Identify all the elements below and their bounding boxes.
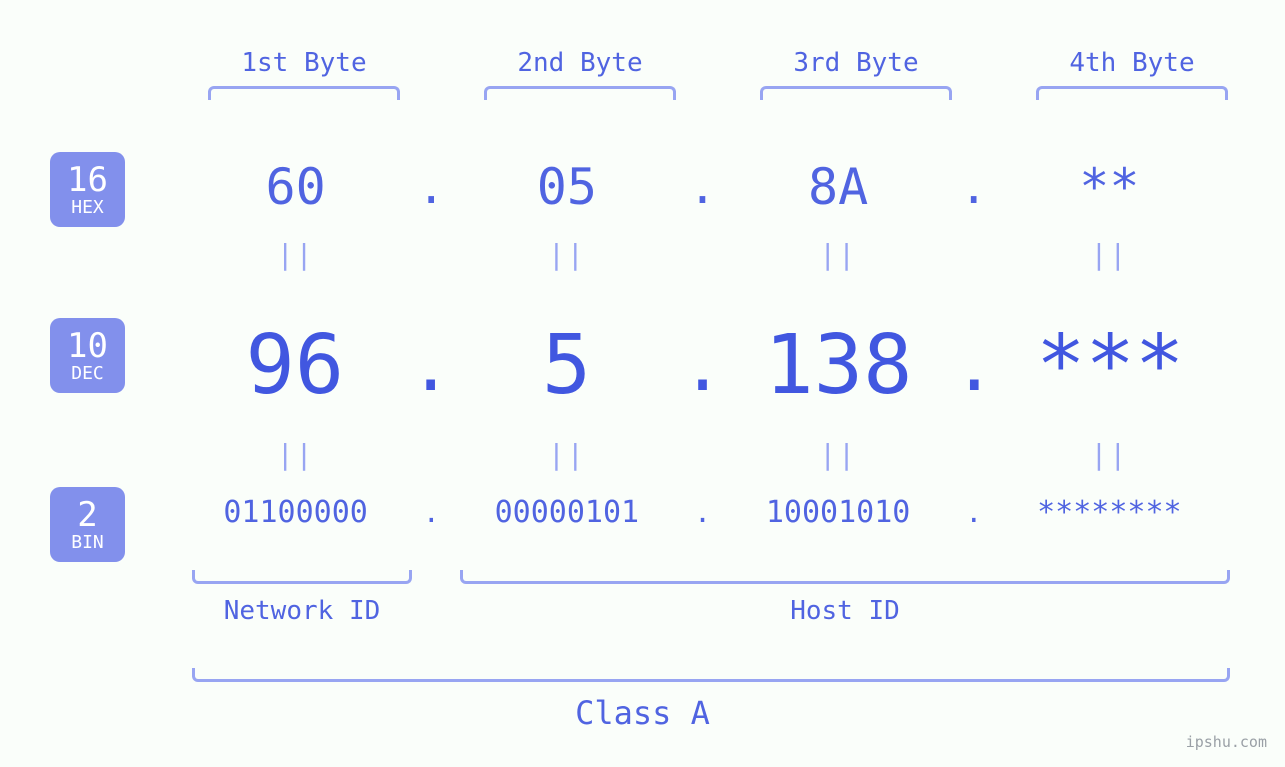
top-bracket-2 <box>484 86 676 100</box>
byte-header-4: 4th Byte <box>1032 48 1232 78</box>
top-bracket-3 <box>760 86 952 100</box>
bin-byte-3: 10001010 <box>723 495 954 530</box>
bin-byte-4: ******** <box>994 495 1225 530</box>
dec-byte-3: 138 <box>724 318 954 413</box>
bin-badge-sub: BIN <box>71 534 104 552</box>
equals-icon: || <box>994 238 1225 271</box>
equals-row-1: || || || || <box>180 238 1225 271</box>
hex-byte-4: ** <box>994 158 1225 216</box>
watermark: ipshu.com <box>1186 733 1267 751</box>
hex-badge-number: 16 <box>67 163 108 197</box>
hex-byte-1: 60 <box>180 158 411 216</box>
equals-icon: || <box>451 238 682 271</box>
hex-dot-3: . <box>954 160 994 214</box>
equals-icon: || <box>994 438 1225 471</box>
hex-dot-2: . <box>683 160 723 214</box>
top-bracket-4 <box>1036 86 1228 100</box>
equals-icon: || <box>451 438 682 471</box>
dec-badge-sub: DEC <box>71 365 104 383</box>
network-id-label: Network ID <box>192 596 412 626</box>
dec-row: 96 . 5 . 138 . *** <box>180 318 1225 413</box>
top-bracket-1 <box>208 86 400 100</box>
hex-row: 60 . 05 . 8A . ** <box>180 158 1225 216</box>
equals-row-2: || || || || <box>180 438 1225 471</box>
byte-header-3: 3rd Byte <box>756 48 956 78</box>
dec-byte-4: *** <box>995 318 1225 413</box>
equals-icon: || <box>723 438 954 471</box>
network-bracket <box>192 570 412 584</box>
hex-byte-3: 8A <box>723 158 954 216</box>
dec-badge: 10 DEC <box>50 318 125 393</box>
bin-byte-1: 01100000 <box>180 495 411 530</box>
dec-byte-1: 96 <box>180 318 410 413</box>
bin-byte-2: 00000101 <box>451 495 682 530</box>
byte-header-2: 2nd Byte <box>480 48 680 78</box>
class-label: Class A <box>0 694 1285 732</box>
host-bracket <box>460 570 1230 584</box>
bin-dot-3: . <box>954 496 994 529</box>
equals-icon: || <box>723 238 954 271</box>
bin-dot-2: . <box>683 496 723 529</box>
bin-dot-1: . <box>411 496 451 529</box>
dec-dot-2: . <box>681 325 723 407</box>
class-bracket <box>192 668 1230 682</box>
hex-dot-1: . <box>411 160 451 214</box>
host-id-label: Host ID <box>460 596 1230 626</box>
hex-badge-sub: HEX <box>71 199 104 217</box>
bin-badge: 2 BIN <box>50 487 125 562</box>
dec-dot-1: . <box>410 325 452 407</box>
dec-byte-2: 5 <box>452 318 682 413</box>
diagram-container: 1st Byte 2nd Byte 3rd Byte 4th Byte 16 H… <box>0 0 1285 767</box>
byte-header-1: 1st Byte <box>204 48 404 78</box>
hex-badge: 16 HEX <box>50 152 125 227</box>
bin-badge-number: 2 <box>77 498 97 532</box>
bin-row: 01100000 . 00000101 . 10001010 . *******… <box>180 495 1225 530</box>
dec-dot-3: . <box>953 325 995 407</box>
dec-badge-number: 10 <box>67 329 108 363</box>
equals-icon: || <box>180 438 411 471</box>
equals-icon: || <box>180 238 411 271</box>
hex-byte-2: 05 <box>451 158 682 216</box>
